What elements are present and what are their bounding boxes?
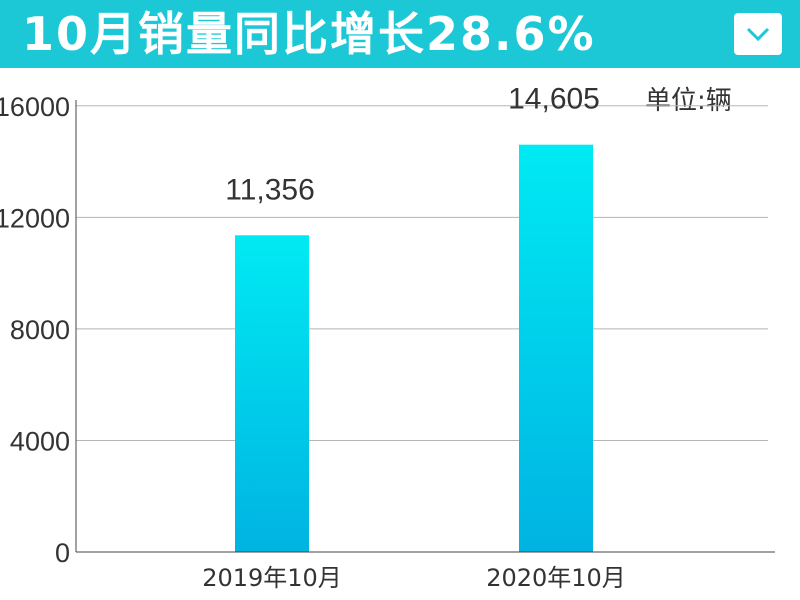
value-label: 14,605: [508, 83, 600, 116]
bar: [235, 235, 309, 553]
y-tick-label: 12000: [0, 203, 70, 233]
y-tick-label: 8000: [10, 315, 70, 345]
gridlines: [76, 105, 768, 441]
value-labels: 11,356 14,605: [225, 83, 600, 207]
chevron-down-icon: [746, 27, 770, 42]
y-tick-label: 0: [55, 538, 70, 568]
page-title: 10月销量同比增长28.6%: [22, 7, 596, 61]
unit-label: 单位:辆: [645, 86, 732, 116]
x-tick-label: 2019年10月: [202, 564, 342, 592]
bars: [235, 144, 593, 553]
y-axis-ticks: 0 4000 8000 12000 16000: [0, 92, 70, 568]
x-axis-labels: 2019年10月 2020年10月: [202, 564, 626, 592]
dropdown-button[interactable]: [734, 13, 782, 55]
value-label: 11,356: [225, 173, 315, 206]
title-banner: 10月销量同比增长28.6%: [0, 0, 800, 68]
bar: [519, 144, 593, 552]
y-tick-label: 4000: [10, 426, 70, 456]
y-tick-label: 16000: [0, 92, 70, 122]
x-tick-label: 2020年10月: [486, 564, 626, 592]
